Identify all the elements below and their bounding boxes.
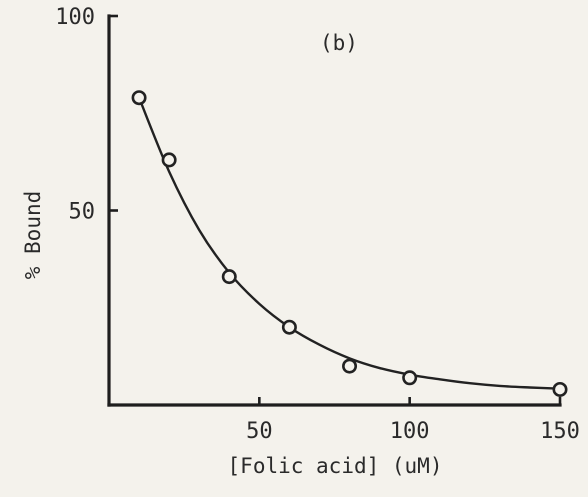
data-point-1 [131,90,147,106]
data-point-4 [281,319,297,335]
tick-labels: 50 100 150 50 100 [55,5,580,444]
x-tick-label-50: 50 [246,419,273,444]
panel-label: (b) [320,31,358,55]
data-point-5 [342,358,358,374]
data-points [131,90,568,397]
data-point-2 [161,152,177,168]
data-point-3 [221,269,237,285]
y-tick-label-50: 50 [69,200,96,225]
x-tick-label-150: 150 [540,419,580,444]
data-point-7 [552,381,568,397]
x-tick-label-100: 100 [390,419,430,444]
ticks [109,14,562,405]
axes [107,14,562,407]
y-axis-title: % Bound [21,191,45,280]
data-point-6 [402,370,418,386]
fitted-curve [137,97,561,390]
y-tick-label-100: 100 [55,5,95,30]
x-axis-title: [Folic acid] (uM) [228,454,443,478]
